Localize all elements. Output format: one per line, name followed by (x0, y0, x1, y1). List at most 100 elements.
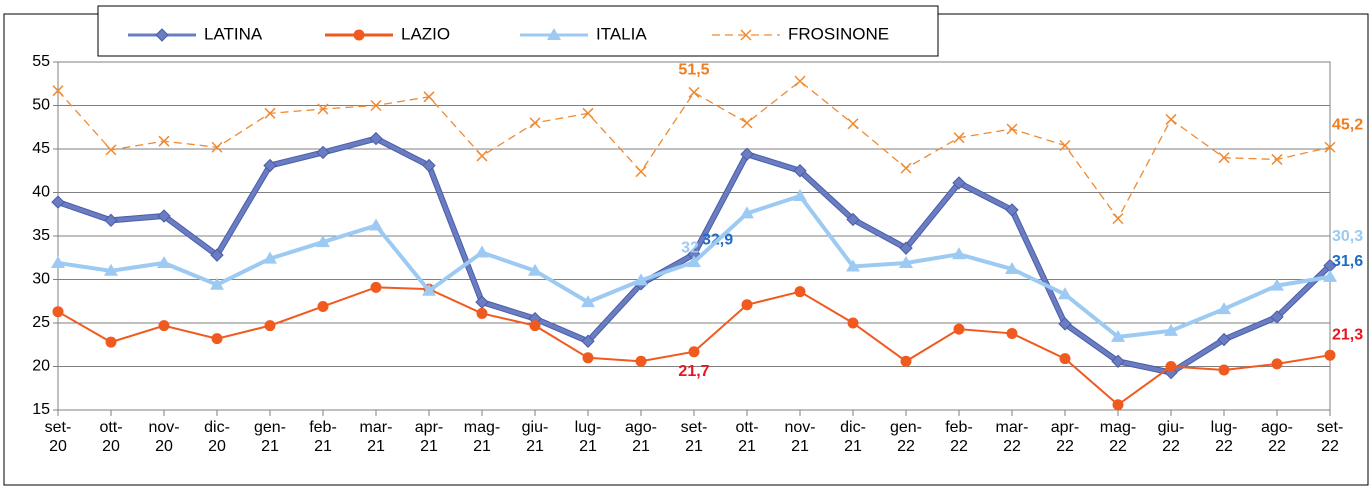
marker-shape (317, 300, 329, 312)
marker-shape (635, 166, 647, 178)
marker-shape (1111, 354, 1125, 368)
data-label: 21,3 (1332, 326, 1363, 343)
y-tick-label: 45 (32, 140, 50, 157)
marker (369, 131, 383, 146)
marker-shape (740, 206, 754, 219)
marker-shape (793, 164, 807, 178)
marker-shape (634, 273, 648, 286)
marker-shape (422, 158, 436, 173)
legend-label: FROSINONE (788, 24, 889, 43)
marker-shape (264, 320, 276, 332)
marker (475, 245, 489, 258)
marker (51, 255, 65, 268)
marker (1006, 123, 1018, 135)
marker-shape (210, 248, 224, 262)
marker-shape (369, 131, 383, 146)
marker (104, 263, 118, 276)
x-tick-label: nov-20 (148, 419, 180, 455)
marker-shape (899, 255, 913, 268)
marker (353, 29, 365, 41)
marker (1112, 399, 1124, 411)
marker-shape (900, 355, 912, 367)
marker (793, 164, 807, 178)
x-tick-label: mag-21 (463, 419, 501, 455)
marker (104, 213, 118, 228)
x-tick-label: giu-22 (1157, 419, 1185, 455)
marker (422, 158, 436, 173)
marker-shape (1217, 332, 1231, 347)
marker-shape (264, 107, 276, 119)
y-tick-label: 55 (32, 53, 50, 70)
x-tick-label: set-20 (44, 419, 72, 455)
x-tick-label: gen-22 (889, 419, 923, 455)
marker (1218, 152, 1230, 164)
x-tick-label: ago-21 (624, 419, 658, 455)
marker-shape (1059, 353, 1071, 365)
marker-shape (846, 212, 860, 227)
data-label: 32 (681, 239, 699, 256)
marker (952, 176, 966, 190)
marker (953, 132, 965, 144)
marker (155, 28, 169, 42)
marker-shape (105, 144, 117, 156)
marker-shape (1217, 302, 1231, 315)
marker (1270, 278, 1284, 291)
marker (211, 141, 223, 153)
marker (1058, 317, 1072, 331)
x-tick-label: apr-22 (1050, 419, 1080, 455)
marker (635, 355, 647, 367)
data-label: 45,2 (1332, 116, 1363, 133)
marker (1111, 329, 1125, 342)
marker-shape (1006, 123, 1018, 135)
marker (740, 29, 752, 41)
marker-shape (687, 255, 701, 268)
marker-shape (1324, 349, 1336, 361)
marker-shape (1058, 287, 1072, 300)
marker-shape (423, 91, 435, 103)
marker-shape (476, 307, 488, 319)
marker-shape (547, 28, 561, 40)
x-tick-label: feb-22 (945, 419, 973, 455)
y-tick-label: 40 (32, 184, 50, 201)
marker-shape (528, 263, 542, 276)
marker (847, 317, 859, 329)
marker-shape (316, 145, 330, 160)
x-tick-label: ott-20 (99, 419, 123, 455)
marker-shape (529, 117, 541, 129)
marker-shape (953, 132, 965, 144)
x-tick-label: dic-20 (204, 419, 230, 455)
data-label: 30,3 (1332, 228, 1363, 245)
marker (1270, 310, 1284, 324)
marker-shape (475, 245, 489, 258)
marker (547, 28, 561, 40)
marker (687, 255, 701, 268)
x-tick-label: mar-21 (359, 419, 393, 455)
marker-shape (793, 188, 807, 201)
marker (105, 144, 117, 156)
marker-shape (52, 306, 64, 318)
marker (1165, 361, 1177, 372)
marker (953, 323, 965, 335)
x-tick-label: giu-21 (521, 419, 549, 455)
x-tick-label: dic-21 (840, 419, 866, 455)
marker-shape (105, 336, 117, 348)
marker-shape (1218, 364, 1230, 376)
marker (422, 283, 436, 296)
marker-shape (900, 162, 912, 174)
marker (210, 277, 224, 290)
marker (476, 307, 488, 319)
marker (370, 99, 382, 112)
marker-shape (210, 277, 224, 290)
marker (688, 346, 700, 358)
marker (105, 336, 117, 348)
marker-shape (104, 263, 118, 276)
marker-shape (211, 333, 223, 345)
marker (317, 103, 329, 115)
marker (847, 118, 859, 130)
marker (741, 299, 753, 311)
marker (846, 259, 860, 272)
x-tick-label: feb-21 (309, 419, 337, 455)
legend-label: LATINA (204, 24, 263, 43)
marker (1217, 332, 1231, 347)
y-tick-label: 20 (32, 358, 50, 375)
